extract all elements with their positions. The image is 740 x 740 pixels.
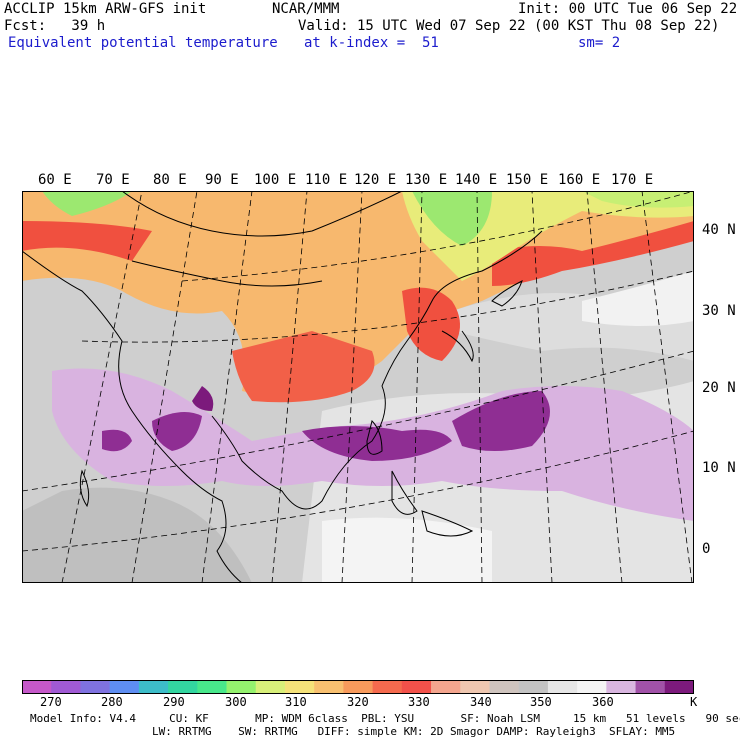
institution-label: NCAR/MMM <box>272 1 340 17</box>
lat-label: 40 N <box>702 222 736 238</box>
lon-label: 90 E <box>205 172 239 188</box>
field-band <box>22 191 694 396</box>
colorbar-swatch <box>22 680 52 694</box>
field-band <box>152 412 202 451</box>
colorbar-swatch <box>314 680 344 694</box>
legend-label: 300 <box>225 695 247 709</box>
legend-label: 350 <box>530 695 552 709</box>
field-band <box>232 331 375 403</box>
colorbar-swatch <box>255 680 286 694</box>
lon-label: 140 E <box>455 172 498 188</box>
lon-label: 60 E <box>38 172 72 188</box>
colorbar-swatch <box>343 680 374 694</box>
lon-label: 110 E <box>305 172 348 188</box>
theta-e-map <box>22 191 694 583</box>
valid-time: Valid: 15 UTC Wed 07 Sep 22 (00 KST Thu … <box>298 18 720 34</box>
field-band <box>452 391 550 451</box>
colorbar-swatch <box>284 680 315 694</box>
lat-label: 10 N <box>702 460 736 476</box>
colorbar-swatch <box>664 680 694 694</box>
forecast-hour: Fcst: 39 h <box>4 18 106 34</box>
model-physics: LW: RRTMG SW: RRTMG DIFF: simple KM: 2D … <box>152 725 676 738</box>
field-band <box>192 386 214 411</box>
lon-label: 120 E <box>354 172 397 188</box>
colorbar-swatch <box>109 680 140 694</box>
legend-label: 280 <box>101 695 123 709</box>
lon-label: 70 E <box>96 172 130 188</box>
colorbar-swatch <box>168 680 198 694</box>
field-band <box>102 429 132 452</box>
field-band <box>22 487 252 583</box>
init-time: Init: 00 UTC Tue 06 Sep 22 <box>518 1 738 17</box>
lon-label: 100 E <box>254 172 297 188</box>
colorbar-swatch <box>547 680 578 694</box>
smoothing-value: sm= 2 <box>578 35 621 51</box>
lat-label: 20 N <box>702 380 736 396</box>
colorbar-swatch <box>489 680 520 694</box>
level-index: at k-index = 51 <box>304 35 439 51</box>
legend-label: 320 <box>347 695 369 709</box>
legend-label: 330 <box>408 695 430 709</box>
lon-label: 160 E <box>558 172 601 188</box>
colorbar-swatch <box>635 680 666 694</box>
coastlines <box>22 191 543 583</box>
legend-label: 310 <box>285 695 307 709</box>
colorbar-swatch <box>226 680 257 694</box>
field-band <box>22 221 152 261</box>
field-band <box>412 191 492 246</box>
field-band <box>582 271 694 326</box>
lon-label: 130 E <box>405 172 448 188</box>
colorbar-swatch <box>577 680 607 694</box>
legend-label: 340 <box>470 695 492 709</box>
legend-label: 290 <box>163 695 185 709</box>
colorbar-swatch <box>518 680 549 694</box>
lon-label: 170 E <box>611 172 654 188</box>
model-info: Model Info: V4.4 CU: KF MP: WDM 6class P… <box>30 712 740 725</box>
field-band <box>402 287 460 361</box>
legend-label: 360 <box>592 695 614 709</box>
colorbar-swatch <box>138 680 169 694</box>
colorbar <box>22 680 694 694</box>
field-band <box>582 191 694 208</box>
field-name: Equivalent potential temperature <box>8 35 278 51</box>
lon-label: 80 E <box>153 172 187 188</box>
colorbar-swatch <box>197 680 228 694</box>
colorbar-swatch <box>431 680 461 694</box>
colorbar-swatch <box>80 680 111 694</box>
field-band <box>42 191 132 216</box>
legend-unit: K <box>690 695 698 709</box>
colorbar-swatch <box>460 680 490 694</box>
graticule <box>22 191 694 583</box>
field-band <box>492 221 694 286</box>
colorbar-swatch <box>51 680 81 694</box>
legend-label: 270 <box>40 695 62 709</box>
field-band <box>322 517 492 583</box>
map-frame <box>22 191 694 583</box>
lat-label: 30 N <box>702 303 736 319</box>
colorbar-swatch <box>372 680 403 694</box>
lon-label: 150 E <box>506 172 549 188</box>
lat-label: 0 <box>702 541 711 557</box>
colorbar-swatch <box>401 680 432 694</box>
model-title: ACCLIP 15km ARW-GFS init <box>4 1 207 17</box>
colorbar-swatch <box>606 680 637 694</box>
